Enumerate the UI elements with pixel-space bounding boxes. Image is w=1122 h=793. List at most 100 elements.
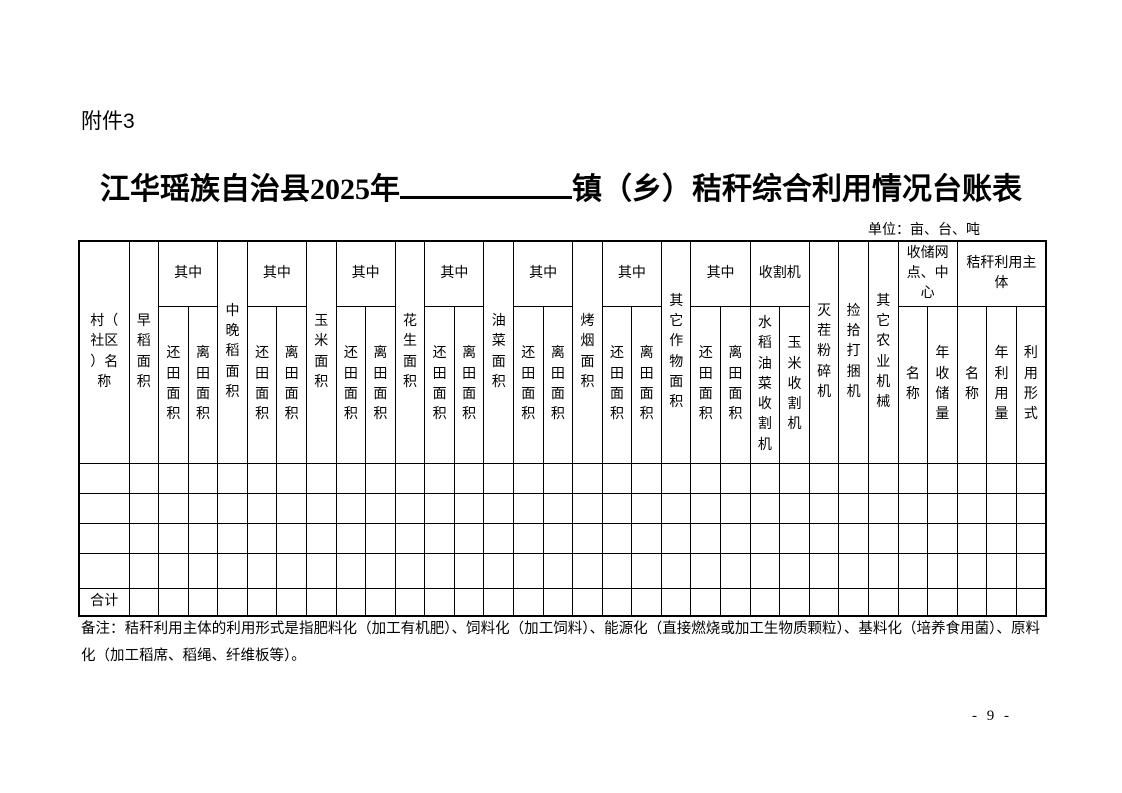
empty-cell — [601, 588, 633, 616]
empty-cell — [1015, 493, 1047, 524]
empty-cell — [986, 463, 1017, 494]
empty-cell — [158, 553, 189, 589]
group-header-among-peanut: 其中 — [424, 240, 485, 307]
empty-cell — [631, 588, 662, 616]
empty-cell — [572, 553, 603, 589]
empty-cell — [986, 523, 1017, 554]
empty-cell — [335, 493, 367, 524]
empty-cell — [720, 523, 751, 554]
empty-cell — [690, 523, 722, 554]
unit-note: 单位：亩、台、吨 — [868, 223, 980, 238]
empty-cell — [867, 493, 899, 524]
empty-cell — [779, 493, 810, 524]
col-header-off-field-mid-late-rice: 离田面积 — [276, 306, 307, 464]
empty-cell — [246, 493, 278, 524]
empty-cell — [453, 493, 485, 524]
empty-cell — [956, 463, 988, 494]
empty-cell — [513, 463, 544, 494]
empty-cell — [424, 493, 455, 524]
empty-cell — [453, 463, 485, 494]
empty-cell — [158, 493, 189, 524]
empty-cell — [808, 588, 840, 616]
col-header-returned-field-early-rice: 还田面积 — [158, 306, 189, 464]
empty-cell — [720, 553, 751, 589]
empty-cell — [158, 523, 189, 554]
col-header-off-field-tobacco: 离田面积 — [631, 306, 662, 464]
group-header-utilization-entity: 秸秆利用主体 — [956, 240, 1047, 307]
empty-cell — [660, 463, 692, 494]
page-title-prefix: 江华瑶族自治县2025年 — [100, 173, 400, 206]
empty-cell — [305, 553, 337, 589]
empty-cell — [365, 588, 396, 616]
empty-cell — [897, 463, 929, 494]
col-header-corn-harvester: 玉米收割机 — [779, 306, 810, 464]
empty-cell — [897, 588, 929, 616]
col-header-other-machinery: 其它农业机械 — [867, 240, 899, 464]
empty-cell — [867, 463, 899, 494]
col-header-off-field-peanut: 离田面积 — [453, 306, 485, 464]
empty-cell — [927, 553, 958, 589]
group-header-storage-network: 收储网点、中心 — [897, 240, 958, 307]
empty-cell — [128, 523, 160, 554]
col-header-returned-field-tobacco: 还田面积 — [601, 306, 633, 464]
col-header-annual-storage-volume: 年收储量 — [927, 306, 958, 464]
empty-cell — [305, 493, 337, 524]
col-header-returned-field-peanut: 还田面积 — [424, 306, 455, 464]
empty-cell — [690, 493, 722, 524]
empty-cell — [749, 588, 781, 616]
empty-cell — [187, 463, 219, 494]
empty-cell — [897, 553, 929, 589]
empty-cell — [986, 493, 1017, 524]
empty-cell — [246, 553, 278, 589]
empty-cell — [631, 553, 662, 589]
total-row-label: 合计 — [78, 588, 130, 616]
col-header-storage-site-name: 名称 — [897, 306, 929, 464]
page-number: - 9 - — [972, 708, 1012, 724]
empty-cell — [217, 463, 248, 494]
header-row-sub: 还田面积 离田面积 还田面积 离田面积 还田面积 离田面积 还田面积 离田面积 … — [79, 306, 1047, 464]
col-header-off-field-other-crops: 离田面积 — [720, 306, 751, 464]
empty-cell — [394, 493, 426, 524]
empty-cell — [927, 523, 958, 554]
col-header-off-field-early-rice: 离田面积 — [187, 306, 219, 464]
empty-cell — [276, 463, 307, 494]
col-header-annual-utilization-volume: 年利用量 — [986, 306, 1017, 464]
empty-cell — [513, 493, 544, 524]
empty-cell — [217, 523, 248, 554]
attachment-label: 附件3 — [81, 110, 135, 133]
empty-cell — [1015, 553, 1047, 589]
empty-cell — [365, 553, 396, 589]
group-header-among-mid-late-rice: 其中 — [246, 240, 307, 307]
col-header-other-crops-area: 其它作物面积 — [660, 240, 692, 464]
total-row: 合计 — [78, 588, 1047, 616]
empty-cell — [424, 588, 455, 616]
empty-cell — [838, 463, 869, 494]
empty-cell — [483, 463, 515, 494]
empty-cell — [217, 553, 248, 589]
empty-cell — [631, 523, 662, 554]
empty-cell — [542, 463, 574, 494]
col-header-stubble-crusher: 灭茬粉碎机 — [808, 240, 840, 464]
col-header-baler: 捡拾打捆机 — [838, 240, 869, 464]
empty-cell — [838, 588, 869, 616]
empty-cell — [335, 523, 367, 554]
col-header-rice-rape-harvester: 水稻油菜收割机 — [749, 306, 781, 464]
empty-cell — [986, 553, 1017, 589]
empty-cell — [690, 553, 722, 589]
empty-cell — [572, 523, 603, 554]
empty-cell — [276, 523, 307, 554]
empty-cell — [305, 463, 337, 494]
empty-cell — [808, 463, 840, 494]
col-header-returned-field-mid-late-rice: 还田面积 — [246, 306, 278, 464]
empty-cell — [128, 553, 160, 589]
col-header-off-field-corn: 离田面积 — [365, 306, 396, 464]
page-title-suffix: 镇（乡）秸秆综合利用情况台账表 — [572, 173, 1022, 206]
header-row-group: 村（社区）名称 早稻面积 其中 中晚稻面积 其中 玉米面积 其中 花生面积 其中… — [78, 240, 1047, 464]
empty-cell — [631, 493, 662, 524]
empty-cell — [779, 523, 810, 554]
empty-cell — [158, 463, 189, 494]
empty-cell — [542, 588, 574, 616]
empty-cell — [986, 588, 1017, 616]
remark-note: 备注：秸秆利用主体的利用形式是指肥料化（加工有机肥）、饲料化（加工饲料）、能源化… — [81, 621, 1040, 664]
empty-cell — [927, 463, 958, 494]
